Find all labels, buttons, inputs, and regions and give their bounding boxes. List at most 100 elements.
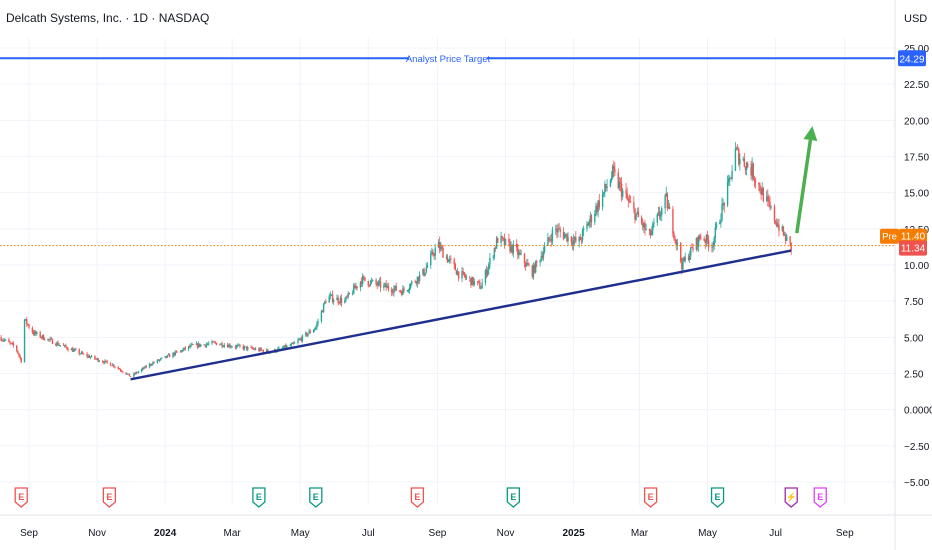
candle-body (510, 244, 512, 252)
candle-body (195, 343, 198, 345)
candle-body (135, 372, 137, 374)
candle-body (536, 261, 538, 263)
candle-body (562, 231, 565, 239)
candle-body (653, 222, 655, 224)
candle-body (533, 265, 536, 273)
candle-body (770, 206, 772, 208)
candle-body (253, 348, 256, 350)
candle-body (258, 348, 260, 351)
candle-body (197, 343, 200, 348)
candle-body (683, 258, 685, 261)
candle-body (379, 281, 382, 288)
candle-body (744, 166, 747, 171)
candle-body (589, 215, 592, 222)
chart-title: Delcath Systems, Inc. · 1D · NASDAQ (6, 11, 210, 25)
candle-body (126, 373, 128, 375)
support-trendline (130, 249, 792, 381)
candle-body (64, 345, 66, 346)
candle-body (601, 193, 604, 208)
candle-body (113, 364, 115, 367)
candle-body (322, 303, 325, 313)
candle-body (391, 289, 393, 293)
candle-body (713, 237, 715, 246)
candle-body (222, 346, 224, 348)
candle-body (754, 180, 757, 183)
candle-body (153, 362, 155, 364)
candle-body (238, 344, 240, 346)
earnings-marker-label: E (715, 492, 721, 502)
candle-body (168, 354, 171, 358)
candle-body (74, 349, 76, 351)
candle-body (166, 355, 169, 358)
currency-label[interactable]: USD (904, 13, 928, 25)
candle-body (104, 360, 106, 364)
candle-body (259, 348, 261, 351)
candle-body (359, 281, 362, 288)
earnings-marker (410, 487, 425, 508)
candle-body (110, 365, 113, 367)
candle-body (372, 279, 374, 281)
candle-body (768, 199, 770, 203)
candle-body (49, 338, 51, 340)
earnings-marker (309, 487, 323, 508)
candle-body (62, 345, 65, 346)
candle-body (659, 215, 662, 217)
candle-body (300, 338, 303, 341)
candle-body (673, 233, 675, 239)
candle-body (41, 335, 44, 338)
candle-body (441, 246, 443, 248)
candle-body (305, 332, 307, 336)
candle-body (55, 343, 57, 346)
candle-body (17, 350, 19, 354)
candle-body (31, 327, 34, 333)
candle-body (348, 292, 350, 295)
candle-body (587, 223, 589, 226)
candle-body (774, 220, 777, 223)
candle-body (247, 346, 249, 350)
candle-body (760, 190, 762, 195)
earnings-marker (710, 487, 725, 508)
candle-body (12, 343, 15, 346)
candle-body (72, 349, 75, 352)
candle-body (337, 297, 339, 303)
candle-body (284, 345, 287, 348)
candle-body (243, 346, 246, 350)
candle-body (152, 362, 154, 365)
candle-body (260, 348, 262, 350)
candle-body (449, 258, 451, 260)
candle-body (504, 238, 507, 245)
candle-body (558, 228, 560, 230)
candle-body (244, 346, 247, 348)
candle-body (640, 217, 643, 223)
candle-body (0, 337, 2, 341)
candle-body (81, 352, 84, 354)
candle-body (684, 256, 686, 261)
candle-body (90, 355, 93, 358)
candle-body (649, 230, 652, 236)
candle-body (183, 347, 185, 350)
candle-body (75, 349, 77, 351)
candle-body (633, 202, 635, 209)
y-tick-label: 22.50 (904, 80, 929, 91)
candle-body (369, 280, 372, 286)
candle-body (622, 190, 624, 197)
candle-body (668, 206, 671, 209)
candle-body (219, 344, 221, 346)
candle-body (187, 346, 190, 350)
candle-body (571, 242, 574, 246)
candle-body (555, 229, 557, 230)
candle-body (495, 238, 498, 249)
candle-body (181, 350, 183, 352)
y-tick-label: 25.00 (904, 44, 929, 55)
candle-body (752, 163, 754, 179)
candle-body (89, 357, 92, 358)
candle-body (767, 196, 769, 200)
candle-body (307, 333, 309, 336)
candle-body (438, 242, 441, 250)
candle-body (463, 272, 465, 276)
candle-body (556, 229, 558, 233)
x-tick-label: Sep (429, 528, 447, 539)
candle-body (353, 285, 355, 294)
candle-body (789, 236, 791, 243)
